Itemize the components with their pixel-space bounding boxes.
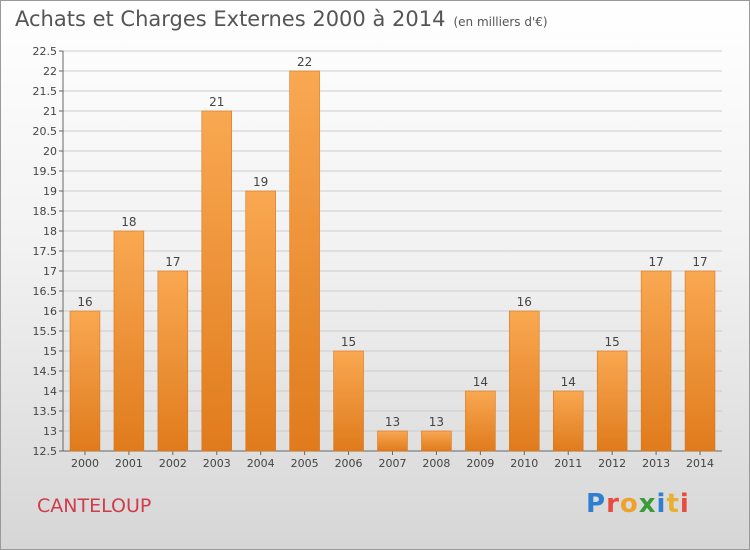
y-tick-label: 14 <box>43 385 57 398</box>
data-label-2013: 17 <box>648 255 663 269</box>
x-tick-label-2008: 2008 <box>422 457 450 470</box>
chart-title: Achats et Charges Externes 2000 à 2014 (e… <box>15 7 548 31</box>
x-tick-label-2000: 2000 <box>71 457 99 470</box>
x-tick-label-2010: 2010 <box>510 457 538 470</box>
data-label-2000: 16 <box>77 295 92 309</box>
y-tick-label: 15 <box>43 345 57 358</box>
bar-2004 <box>245 190 276 452</box>
bar-2010 <box>509 310 540 452</box>
x-tick-label-2004: 2004 <box>247 457 275 470</box>
y-tick-label: 18 <box>43 225 57 238</box>
bar-2001 <box>113 230 145 452</box>
data-label-2012: 15 <box>605 335 620 349</box>
y-tick-label: 20 <box>43 145 57 158</box>
data-label-2003: 21 <box>209 95 224 109</box>
y-tick-label: 19 <box>43 185 57 198</box>
y-tick-label: 21.5 <box>33 85 58 98</box>
y-tick-label: 16 <box>43 305 57 318</box>
y-tick-label: 22 <box>43 65 57 78</box>
data-labels: 16 18 17 21 19 22 15 13 13 14 16 14 15 17 17 <box>77 55 707 429</box>
data-label-2011: 14 <box>561 375 576 389</box>
chart-unit: (en milliers d'€) <box>453 15 548 29</box>
data-label-2010: 16 <box>517 295 532 309</box>
bar-2003 <box>201 110 233 452</box>
x-tick-label-2001: 2001 <box>115 457 143 470</box>
x-tick-label-2009: 2009 <box>466 457 494 470</box>
y-tick-label: 14.5 <box>33 365 58 378</box>
bar-2011 <box>552 390 584 452</box>
bar-2014 <box>684 270 716 452</box>
y-tick-label: 22.5 <box>33 45 58 58</box>
x-tick-label-2006: 2006 <box>335 457 363 470</box>
data-label-2008: 13 <box>429 415 444 429</box>
bar-2009 <box>465 390 496 452</box>
y-tick-label: 21 <box>43 105 57 118</box>
y-tick-label: 17 <box>43 265 57 278</box>
x-tick-label-2007: 2007 <box>379 457 407 470</box>
y-tick-label: 16.5 <box>33 285 58 298</box>
data-label-2014: 17 <box>692 255 707 269</box>
bar-2000 <box>69 310 101 452</box>
x-tick-label-2012: 2012 <box>598 457 626 470</box>
x-tick-label-2011: 2011 <box>554 457 582 470</box>
proxiti-logo: Proxiti <box>586 489 690 519</box>
x-tick-label-2005: 2005 <box>291 457 319 470</box>
x-tick-label-2003: 2003 <box>203 457 231 470</box>
y-tick-label: 15.5 <box>33 325 58 338</box>
bar-2008 <box>421 430 452 452</box>
x-tick-label-2002: 2002 <box>159 457 187 470</box>
data-label-2006: 15 <box>341 335 356 349</box>
y-tick-label: 12.5 <box>33 445 58 458</box>
data-label-2001: 18 <box>121 215 136 229</box>
y-tick-label: 20.5 <box>33 125 58 138</box>
y-tick-label: 18.5 <box>33 205 58 218</box>
y-tick-label: 17.5 <box>33 245 58 258</box>
y-tick-label: 13.5 <box>33 405 58 418</box>
data-label-2009: 14 <box>473 375 488 389</box>
data-label-2004: 19 <box>253 175 268 189</box>
bar-2005 <box>289 70 320 452</box>
bar-2007 <box>377 430 408 452</box>
data-label-2005: 22 <box>297 55 312 69</box>
chart-title-text: Achats et Charges Externes 2000 à 2014 <box>15 7 446 31</box>
y-tick-label: 19.5 <box>33 165 58 178</box>
bar-2002 <box>157 270 189 452</box>
bar-2012 <box>596 350 628 452</box>
bar-2013 <box>640 270 672 452</box>
x-tick-label-2013: 2013 <box>642 457 670 470</box>
data-label-2002: 17 <box>165 255 180 269</box>
place-name: CANTELOUP <box>37 495 152 517</box>
y-tick-label: 13 <box>43 425 57 438</box>
bars <box>69 70 716 452</box>
bar-2006 <box>333 350 364 452</box>
x-tick-label-2014: 2014 <box>686 457 714 470</box>
data-label-2007: 13 <box>385 415 400 429</box>
